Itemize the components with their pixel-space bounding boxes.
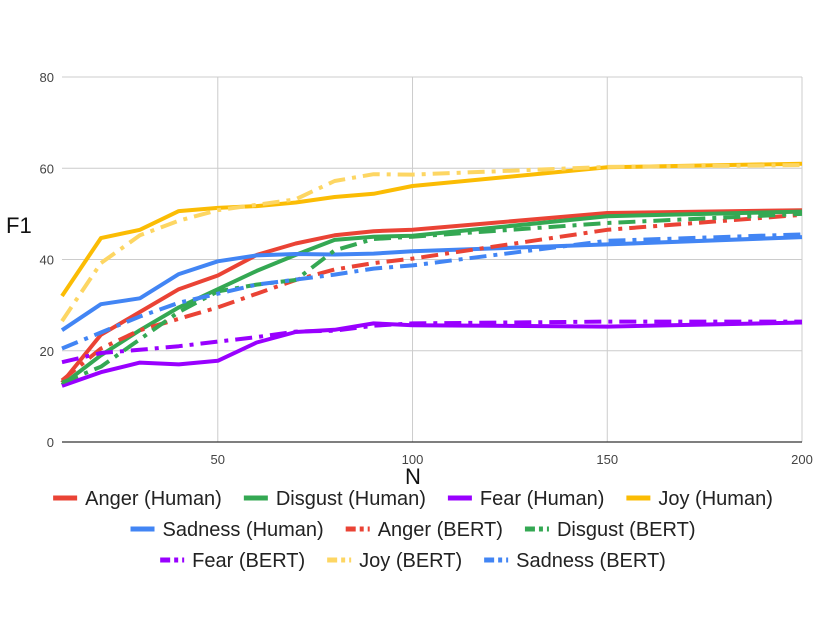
series-line-anger-human bbox=[60, 208, 803, 384]
y-tick-label: 80 bbox=[40, 70, 54, 85]
legend: Anger (Human) Disgust (Human) Fear (Human)… bbox=[53, 488, 773, 572]
series-lines bbox=[60, 161, 803, 388]
series-line-disgust-bert bbox=[61, 211, 803, 385]
series-line-sadness-human bbox=[60, 235, 803, 332]
x-tick-label: 200 bbox=[791, 452, 813, 467]
y-tick-label: 20 bbox=[40, 344, 54, 359]
series-line-sadness-bert bbox=[61, 232, 803, 351]
legend-label: Anger (BERT) bbox=[378, 519, 503, 541]
y-tick-label: 40 bbox=[40, 253, 54, 268]
legend-label: Fear (Human) bbox=[480, 488, 604, 510]
legend-label: Disgust (BERT) bbox=[557, 519, 696, 541]
series-line-joy-bert bbox=[60, 163, 803, 323]
x-axis-title: N bbox=[405, 464, 421, 489]
legend-label: Disgust (Human) bbox=[276, 488, 426, 510]
legend-label: Fear (BERT) bbox=[192, 550, 305, 572]
y-tick-label: 60 bbox=[40, 161, 54, 176]
series-line-anger-bert bbox=[60, 212, 803, 382]
series-line-fear-human bbox=[61, 320, 803, 388]
legend-label: Sadness (BERT) bbox=[516, 550, 666, 572]
series-line-joy-human bbox=[60, 161, 803, 298]
axes: 0 20 40 60 80 50 100 150 200 bbox=[40, 70, 813, 467]
y-tick-label: 0 bbox=[47, 435, 54, 450]
grid bbox=[62, 76, 803, 442]
x-tick-label: 100 bbox=[402, 452, 424, 467]
series-line-fear-bert bbox=[61, 319, 802, 365]
legend-label: Sadness (Human) bbox=[163, 519, 324, 541]
legend-label: Joy (Human) bbox=[658, 488, 772, 510]
y-axis-title: F1 bbox=[6, 213, 32, 238]
x-tick-label: 150 bbox=[596, 452, 618, 467]
legend-label: Anger (Human) bbox=[85, 488, 222, 510]
legend-label: Joy (BERT) bbox=[359, 550, 462, 572]
x-tick-label: 50 bbox=[211, 452, 225, 467]
